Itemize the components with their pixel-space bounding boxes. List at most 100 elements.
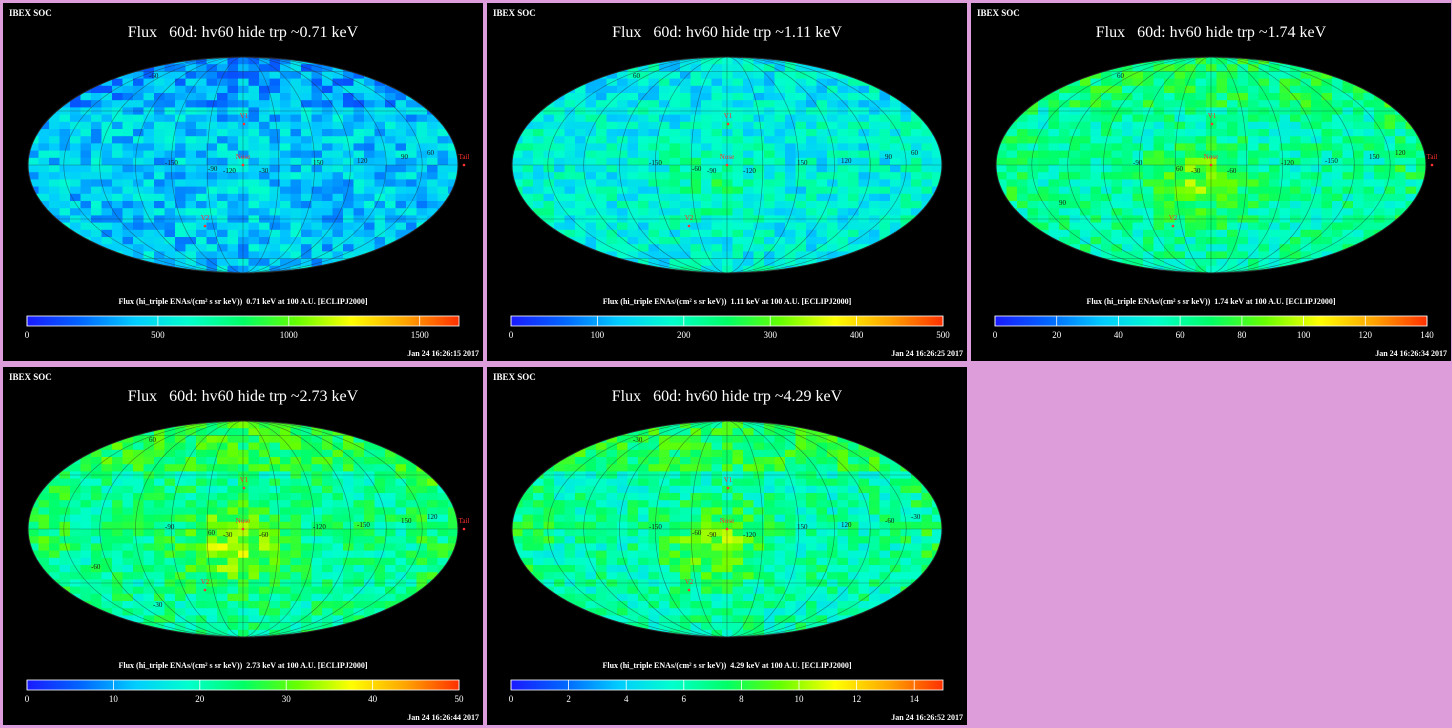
map-coordinate-label: 90 (1059, 199, 1067, 207)
sky-map-outline (27, 56, 459, 274)
marker-v2: V2 (1169, 214, 1178, 228)
map-coordinate-label: 120 (841, 521, 852, 529)
colorbar-tick-label: 120 (1359, 330, 1373, 340)
marker-nose: Nose (236, 517, 250, 531)
map-coordinate-label: -150 (1325, 157, 1338, 165)
marker-v1: V1 (1208, 112, 1217, 126)
org-label: IBEX SOC (977, 8, 1020, 18)
colorbar-tick-label: 0 (993, 330, 998, 340)
marker-v2: V2 (685, 578, 694, 592)
map-coordinate-label: -30 (153, 601, 163, 609)
sky-map-chart-4.29-kev: -30 -60 -90 -120 -150 150 120 -60 -30 V1 Nose V2 0 2 4… (509, 420, 944, 704)
map-coordinate-label: -90 (707, 531, 717, 539)
map-coordinate-label: 90 (885, 153, 893, 161)
colorbar-label: Flux (hi_triple ENAs/(cm² s sr keV)) 1.7… (1086, 297, 1336, 306)
map-coordinate-label: -60 (885, 517, 895, 525)
map-coordinate-label: 120 (427, 513, 438, 521)
plot-title: Flux 60d: hv60 hide trp ~1.11 keV (612, 24, 842, 41)
colorbar-tick-label: 300 (763, 330, 777, 340)
colorbar-tick-label: 80 (1237, 330, 1247, 340)
map-coordinate-label: -30 (911, 513, 921, 521)
map-coordinate-label: 150 (797, 159, 808, 167)
colorbar-tick-label: 400 (850, 330, 864, 340)
map-coordinate-label: -120 (743, 531, 756, 539)
map-coordinate-label: 120 (357, 157, 368, 165)
colorbar-tick-label: 20 (195, 694, 205, 704)
map-coordinate-label: -120 (1281, 159, 1294, 167)
map-coordinate-label: 150 (313, 159, 324, 167)
colorbar-tick-label: 12 (852, 694, 861, 704)
marker-tail: Tail (1427, 153, 1437, 167)
sky-map-panel-2.73-kev: 60 60 -30 -60 -90 -120 -150 150 120 -60 -30 V1 Nose V… (3, 367, 483, 725)
colorbar-tick-label: 100 (1297, 330, 1311, 340)
org-label: IBEX SOC (9, 372, 52, 382)
marker-label: Nose (720, 153, 734, 161)
marker-v2: V2 (201, 578, 210, 592)
map-coordinate-label: -60 (692, 529, 702, 537)
colorbar-tick-label: 20 (1052, 330, 1062, 340)
map-coordinate-label: -60 (692, 165, 702, 173)
map-coordinate-label: -150 (649, 159, 662, 167)
map-coordinate-label: -150 (165, 159, 178, 167)
map-coordinate-label: 60 (633, 72, 641, 80)
sky-map-pixels (512, 421, 942, 637)
map-coordinate-label: -60 (149, 72, 159, 80)
colorbar-tick-label: 30 (282, 694, 292, 704)
map-coordinate-label: 60 (1176, 165, 1184, 173)
marker-nose: Nose (1204, 153, 1218, 167)
map-coordinate-label: 60 (1117, 72, 1125, 80)
colorbar-tick-label: 40 (368, 694, 378, 704)
map-coordinate-label: 60 (427, 149, 435, 157)
colorbar-tick-label: 0 (25, 694, 30, 704)
map-coordinate-label: -150 (649, 523, 662, 531)
map-coordinate-label: -90 (165, 523, 175, 531)
map-coordinate-label: 60 (208, 529, 216, 537)
marker-v1: V1 (240, 112, 249, 126)
colorbar-tick-label: 0 (509, 330, 514, 340)
sky-map-pixels (996, 57, 1426, 273)
colorbar-tick-label: 0 (509, 694, 514, 704)
map-coordinate-label: -60 (259, 531, 269, 539)
colorbar (26, 679, 460, 691)
colorbar-tick-label: 2 (566, 694, 571, 704)
marker-label: V1 (724, 112, 733, 120)
colorbar-tick-label: 10 (795, 694, 805, 704)
timestamp: Jan 24 16:26:25 2017 (891, 349, 963, 358)
marker-tail: Tail (459, 153, 470, 167)
map-coordinate-label: -30 (1191, 167, 1201, 175)
sky-map-pixels (28, 421, 458, 637)
marker-label: Tail (459, 153, 470, 161)
plot-title: Flux 60d: hv60 hide trp ~0.71 keV (127, 24, 359, 41)
marker-label: V1 (240, 112, 249, 120)
map-coordinate-label: 90 (401, 153, 409, 161)
map-coordinate-label: -30 (633, 436, 643, 444)
colorbar-tick-label: 8 (739, 694, 744, 704)
map-coordinate-label: 120 (1395, 149, 1406, 157)
org-label: IBEX SOC (493, 8, 536, 18)
marker-v1: V1 (240, 476, 249, 490)
colorbar-tick-label: 6 (682, 694, 687, 704)
map-coordinate-label: -120 (223, 167, 236, 175)
marker-label: V2 (685, 578, 694, 586)
colorbar-label: Flux (hi_triple ENAs/(cm² s sr keV)) 1.1… (602, 297, 852, 306)
sky-map-chart-0.71-kev: -60 -90 -120 -30 -150 150 120 90 60 V1 Nose V2 Tail 0… (25, 56, 470, 340)
sky-map-panel-1.74-kev: 60 60 -30 -60 -90 -120 -150 150 120 90 V1 Nose V2 Tai… (971, 3, 1451, 361)
sky-map-pixels (512, 57, 942, 273)
marker-label: Nose (236, 517, 250, 525)
map-coordinate-label: -120 (743, 167, 756, 175)
map-coordinate-label: 150 (1369, 153, 1380, 161)
colorbar-tick-label: 14 (910, 694, 920, 704)
marker-label: V1 (724, 476, 733, 484)
marker-nose: Nose (720, 153, 734, 167)
marker-nose: Nose (236, 153, 250, 167)
colorbar-label: Flux (hi_triple ENAs/(cm² s sr keV)) 2.7… (118, 661, 368, 670)
map-coordinate-label: 120 (841, 157, 852, 165)
colorbar-tick-label: 140 (1420, 330, 1434, 340)
colorbar (26, 315, 460, 327)
timestamp: Jan 24 16:26:15 2017 (407, 349, 479, 358)
sky-map-panel-0.71-kev: -60 -90 -120 -30 -150 150 120 90 60 V1 Nose V2 Tail 0… (3, 3, 483, 361)
sky-map-chart-1.11-kev: 60 -60 -90 -120 -150 150 120 90 60 V1 Nose V2 0 100 20… (509, 56, 950, 340)
map-coordinate-label: -90 (707, 167, 717, 175)
sky-map-panel-4.29-kev: -30 -60 -90 -120 -150 150 120 -60 -30 V1 Nose V2 0 2 4… (487, 367, 967, 725)
map-coordinate-label: 60 (911, 149, 919, 157)
